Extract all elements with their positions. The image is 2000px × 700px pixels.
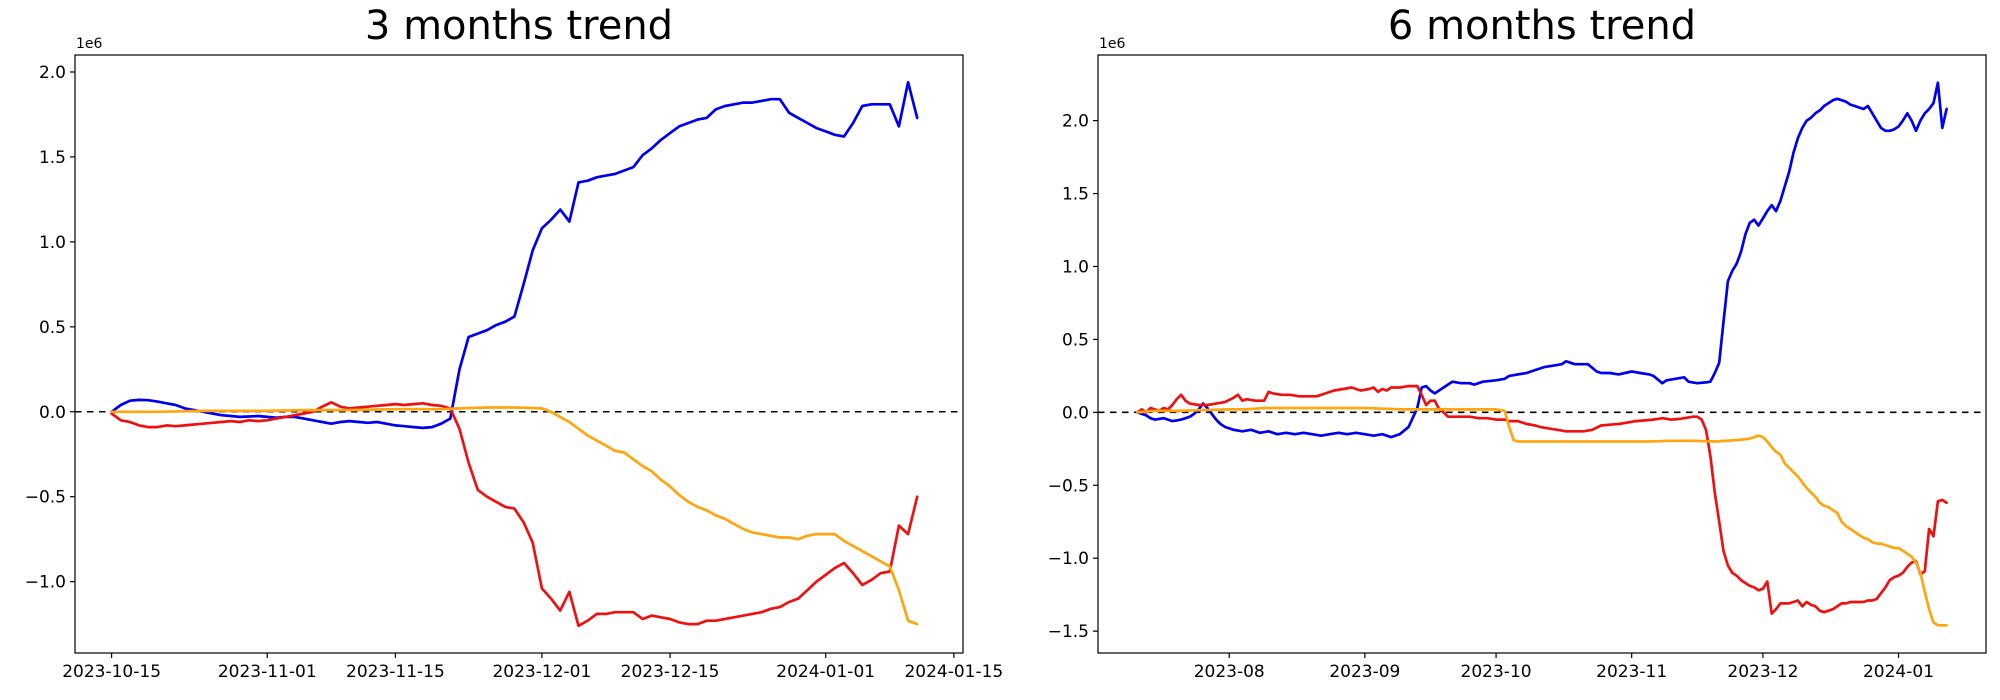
svg-text:2023-12: 2023-12	[1727, 662, 1798, 682]
svg-text:−1.0: −1.0	[25, 573, 66, 593]
svg-text:−1.5: −1.5	[1048, 622, 1089, 642]
y-axis-offset-label: 1e6	[1099, 36, 1126, 52]
svg-text:2023-10: 2023-10	[1461, 662, 1532, 682]
svg-text:2023-10-15: 2023-10-15	[62, 662, 161, 682]
svg-text:2023-11-01: 2023-11-01	[218, 662, 317, 682]
y-axis-offset-label: 1e6	[76, 36, 103, 52]
svg-text:0.5: 0.5	[39, 318, 66, 338]
svg-text:2023-08: 2023-08	[1194, 662, 1265, 682]
svg-text:−0.5: −0.5	[25, 488, 66, 508]
svg-text:2023-11: 2023-11	[1596, 662, 1667, 682]
svg-text:2024-01-15: 2024-01-15	[904, 662, 1003, 682]
svg-text:−1.0: −1.0	[1048, 549, 1089, 569]
svg-text:0.5: 0.5	[1062, 330, 1089, 350]
svg-text:2024-01-01: 2024-01-01	[776, 662, 875, 682]
svg-text:2023-12-15: 2023-12-15	[621, 662, 720, 682]
svg-text:2.0: 2.0	[1062, 112, 1089, 132]
svg-text:1.0: 1.0	[1062, 257, 1089, 277]
svg-text:2023-11-15: 2023-11-15	[346, 662, 445, 682]
svg-text:2024-01: 2024-01	[1863, 662, 1934, 682]
chart-title: 6 months trend	[1387, 3, 1697, 49]
svg-text:−0.5: −0.5	[1048, 476, 1089, 496]
svg-text:2.0: 2.0	[39, 63, 66, 83]
svg-text:0.0: 0.0	[1062, 403, 1089, 423]
svg-text:2023-09: 2023-09	[1329, 662, 1400, 682]
svg-text:2023-12-01: 2023-12-01	[492, 662, 591, 682]
svg-text:1.0: 1.0	[39, 233, 66, 253]
chart-title: 3 months trend	[364, 3, 674, 49]
svg-text:1.5: 1.5	[1062, 185, 1089, 205]
svg-text:0.0: 0.0	[39, 403, 66, 423]
svg-text:1.5: 1.5	[39, 148, 66, 168]
